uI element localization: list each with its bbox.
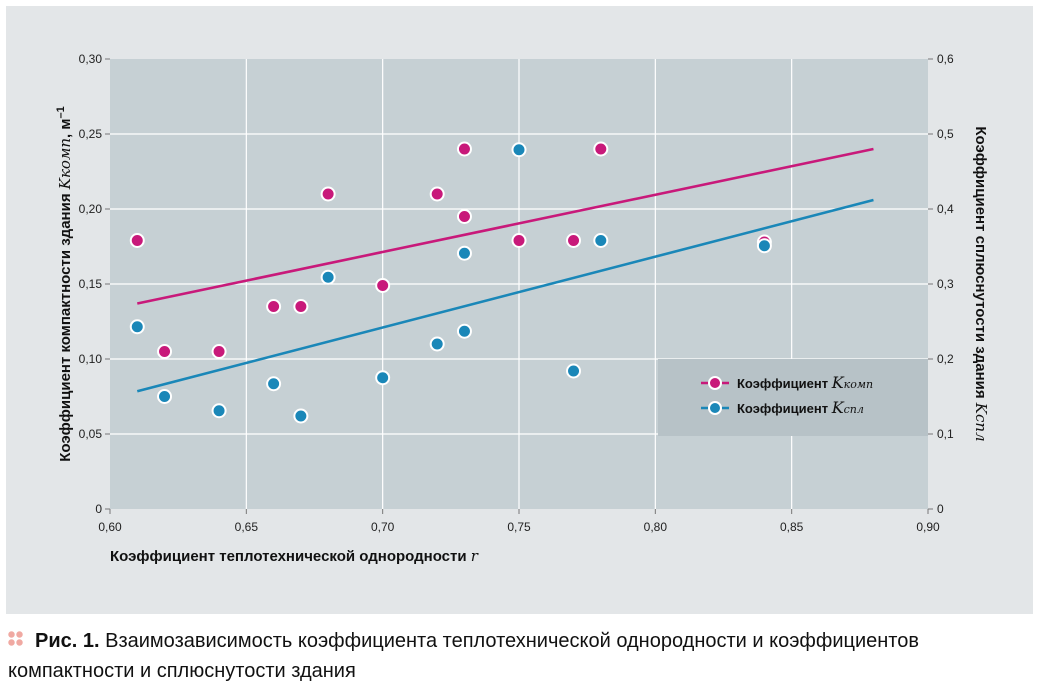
data-point-спл [293,408,309,424]
data-point-комп [211,344,227,359]
trend-line-спл [136,198,874,393]
figure-caption: Рис. 1. Взаимозависимость коэффициента т… [8,626,1034,686]
caption-bullet-icon [8,631,23,646]
data-point-спл [320,269,336,285]
x-tick-label: 0,80 [644,520,668,534]
legend-item-kkomp: Коэффициент Kкомп [701,373,873,392]
data-point-комп [429,186,445,202]
data-point-спл [266,376,282,392]
data-point-спл [429,336,445,352]
tick-labels: 0,60 0,65 0,70 0,75 0,80 0,85 0,9000,050,100,1… [79,52,954,534]
data-point-спл [456,323,472,339]
legend-kkomp-marker [708,376,722,390]
y-left-tick-label: 0,10 [79,352,103,366]
data-point-спл [756,238,772,254]
trend-lines [136,147,874,393]
x-tick-label: 0,90 [916,520,940,534]
y-left-tick-label: 0 [95,502,102,516]
data-point-комп [293,299,309,314]
y-left-tick-label: 0,30 [79,52,103,66]
data-point-спл [129,319,145,335]
y-left-tick-label: 0,20 [79,202,103,216]
y-right-tick-label: 0,2 [937,352,954,366]
data-point-комп [456,141,472,157]
data-point-комп [129,233,145,248]
data-point-комп [511,233,527,248]
y-right-tick-label: 0 [937,502,944,516]
data-point-комп [375,278,391,293]
trend-line-комп [136,147,874,305]
y-right-tick-label: 0,4 [937,202,954,216]
y-left-tick-label: 0,25 [79,127,103,141]
data-point-комп [266,299,282,314]
data-point-спл [593,233,609,248]
data-point-спл [157,389,173,404]
y-left-tick-label: 0,05 [79,427,103,441]
data-point-комп [593,141,609,157]
data-point-комп [456,209,472,224]
data-point-спл [511,142,527,158]
data-point-спл [456,245,472,261]
legend-kkomp-label: Коэффициент Kкомп [737,373,873,392]
y-right-tick-label: 0,1 [937,427,954,441]
figure-panel: 0,60 0,65 0,70 0,75 0,80 0,85 0,90 0 0,05 0,10 0,1… [6,6,1033,614]
y-right-tick-label: 0,5 [937,127,954,141]
data-point-спл [566,363,582,379]
data-point-комп [320,186,336,202]
caption-label: Рис. 1. [35,630,100,652]
left-y-axis-title: Коэффициент компактности здания Kкомп, м… [55,106,74,461]
x-tick-label: 0,85 [780,520,804,534]
x-axis-title: Коэффициент теплотехнической однородност… [110,547,479,565]
data-point-спл [375,370,391,386]
caption-text: Взаимозависимость коэффициента теплотехн… [8,630,919,682]
x-tick-label: 0,70 [371,520,395,534]
x-tick-label: 0,65 [235,520,259,534]
legend-kspl-label: Коэффициент Kспл [737,398,864,417]
right-y-axis-title: Коэффициент сплюснутости здания Kспл [972,126,990,441]
data-points [129,141,772,424]
legend-kspl-marker [708,401,722,415]
y-right-tick-label: 0,3 [937,277,954,291]
legend-box [658,359,928,436]
data-point-спл [211,403,227,419]
x-tick-label: 0,75 [507,520,531,534]
y-left-tick-label: 0,15 [79,277,103,291]
chart: 0,60 0,65 0,70 0,75 0,80 0,85 0,9000,050,100,1… [55,52,990,565]
data-point-комп [157,344,173,359]
x-tick-label: 0,60 [98,520,122,534]
data-point-комп [566,233,582,248]
legend-item-kspl: Коэффициент Kспл [701,398,864,417]
y-right-tick-label: 0,6 [937,52,954,66]
